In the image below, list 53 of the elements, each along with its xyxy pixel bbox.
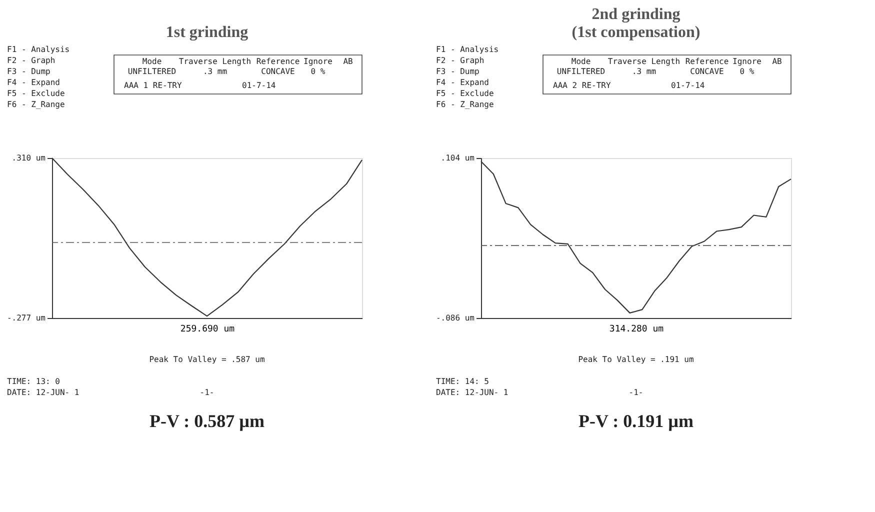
- text: CONCAVE: [261, 67, 296, 76]
- text: Peak To Valley = .587 um: [149, 355, 265, 364]
- text: P-V : 0.191 µm: [578, 411, 694, 431]
- text: F5 - Exclude: [7, 89, 65, 98]
- chart-title: 1st grinding: [166, 24, 248, 41]
- text: -1-: [628, 388, 644, 397]
- text: DATE: 12-JUN- 1: [436, 388, 508, 397]
- text: TIME: 14: 5: [436, 377, 490, 386]
- y-tick-label: -.277 um: [6, 314, 46, 322]
- text: 0 %: [310, 67, 326, 76]
- text: F1 - Analysis: [436, 45, 499, 54]
- text: Ignore: [304, 57, 333, 66]
- text: F4 - Expand: [436, 78, 490, 87]
- text: DATE: 12-JUN- 1: [7, 388, 80, 397]
- text: TIME: 13: 0: [7, 377, 60, 386]
- text: 2nd grinding: [592, 6, 680, 23]
- text: AAA 1 RE-TRY: [124, 81, 182, 90]
- text: F4 - Expand: [7, 78, 60, 87]
- y-tick-label: -.086 um: [436, 314, 475, 322]
- text: F5 - Exclude: [436, 89, 494, 98]
- text: AB: [343, 57, 353, 66]
- x-axis-title: 314.280 um: [609, 324, 664, 334]
- text: F1 - Analysis: [7, 45, 70, 54]
- text: CONCAVE: [690, 67, 724, 76]
- text: 01-7-14: [242, 81, 276, 90]
- text: UNFILTERED: [128, 67, 176, 76]
- text: Traverse Length: [178, 57, 252, 66]
- text: -1-: [200, 388, 214, 397]
- text: F2 - Graph: [7, 56, 56, 65]
- text: Reference: [256, 57, 300, 66]
- text: Reference: [685, 57, 729, 66]
- text: F6 - Z_Range: [436, 100, 494, 109]
- text: Peak To Valley = .191 um: [578, 355, 694, 364]
- text: P-V : 0.587 µm: [149, 411, 265, 431]
- text: F6 - Z_Range: [7, 100, 65, 109]
- text: AB: [772, 57, 782, 66]
- text: 0 %: [740, 67, 754, 76]
- text: .3 mm: [202, 67, 228, 76]
- y-tick-label: .104 um: [440, 154, 475, 162]
- text: Mode: [142, 57, 162, 66]
- text: Ignore: [732, 57, 762, 66]
- text: F2 - Graph: [436, 56, 484, 65]
- text: .3 mm: [632, 67, 656, 76]
- text: Traverse Length: [608, 57, 680, 66]
- text: AAA 2 RE-TRY: [553, 81, 611, 90]
- text: 01-7-14: [671, 81, 705, 90]
- text: (1st compensation): [572, 24, 700, 41]
- text: Mode: [571, 57, 591, 66]
- y-tick-label: .310 um: [12, 154, 46, 162]
- text: UNFILTERED: [556, 67, 606, 76]
- text: F3 - Dump: [7, 67, 51, 76]
- text: F3 - Dump: [436, 67, 480, 76]
- x-axis-title: 259.690 um: [180, 324, 235, 334]
